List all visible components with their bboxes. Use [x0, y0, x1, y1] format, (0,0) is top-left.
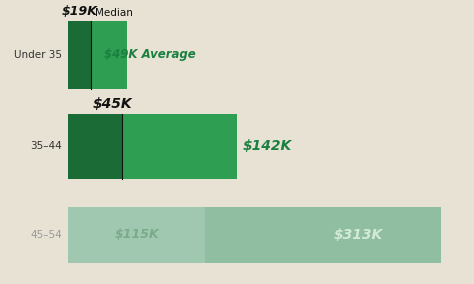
- Bar: [68, 21, 127, 89]
- Text: $115K: $115K: [114, 228, 159, 241]
- Text: $45K: $45K: [92, 97, 132, 111]
- Text: 45–54: 45–54: [31, 230, 63, 240]
- Bar: [68, 114, 122, 179]
- Text: $142K: $142K: [243, 139, 292, 153]
- Bar: [68, 21, 91, 89]
- Text: $49K Average: $49K Average: [104, 49, 196, 61]
- Text: Median: Median: [95, 8, 133, 18]
- Bar: [68, 207, 440, 263]
- Text: 35–44: 35–44: [31, 141, 63, 151]
- Text: $19K: $19K: [62, 5, 98, 18]
- Bar: [68, 207, 205, 263]
- Text: Under 35: Under 35: [14, 50, 63, 60]
- Bar: [68, 114, 237, 179]
- Text: $313K: $313K: [334, 228, 383, 242]
